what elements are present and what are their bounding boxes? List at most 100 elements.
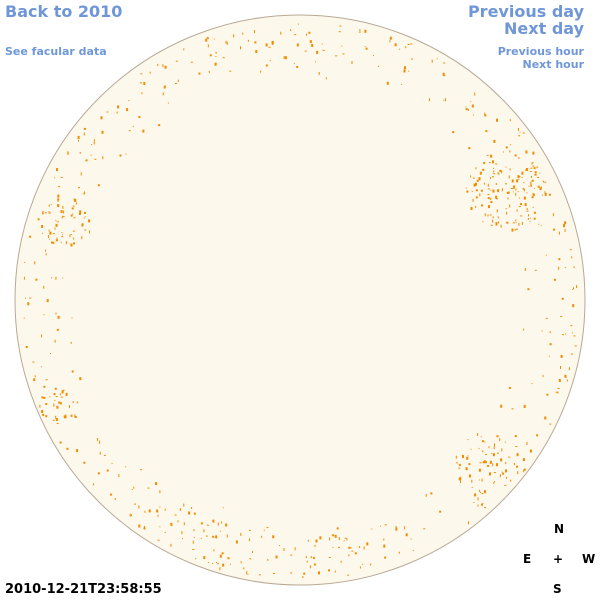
facula-spot xyxy=(99,440,101,444)
facula-spot xyxy=(332,547,334,549)
facula-spot xyxy=(487,214,489,217)
facula-spot xyxy=(325,77,327,80)
facula-spot xyxy=(81,224,83,227)
facula-spot xyxy=(203,556,206,560)
facula-spot xyxy=(482,168,485,171)
facula-spot xyxy=(509,119,511,122)
previous-hour-link[interactable]: Previous hour xyxy=(497,45,584,58)
facula-spot xyxy=(531,196,534,199)
facula-spot xyxy=(512,191,514,193)
facula-spot xyxy=(489,460,492,464)
previous-day-link[interactable]: Previous day xyxy=(467,2,584,21)
facula-spot xyxy=(484,112,486,116)
facula-spot xyxy=(182,538,183,540)
facula-spot xyxy=(471,479,473,483)
facula-spot xyxy=(473,183,476,187)
facula-spot xyxy=(62,216,65,218)
facula-spot xyxy=(549,193,551,196)
facula-spot xyxy=(84,216,86,218)
facula-spot xyxy=(70,214,73,217)
facula-spot xyxy=(519,197,521,199)
facula-spot xyxy=(73,237,75,240)
facula-spot xyxy=(503,151,504,153)
facula-spot xyxy=(54,227,56,230)
facula-spot xyxy=(225,523,228,527)
facula-spot xyxy=(338,537,340,541)
facula-spot xyxy=(492,189,495,193)
facula-spot xyxy=(54,387,57,390)
facula-spot xyxy=(534,187,536,189)
facula-spot xyxy=(296,43,299,47)
facula-spot xyxy=(564,374,567,378)
facula-spot xyxy=(531,162,534,164)
facula-spot xyxy=(61,236,64,238)
facula-spot xyxy=(536,166,539,168)
facula-spot xyxy=(539,172,541,174)
facula-spot xyxy=(311,43,314,47)
facula-spot xyxy=(56,422,59,424)
facula-spot xyxy=(328,569,330,572)
facula-spot xyxy=(33,378,36,382)
facula-spot xyxy=(508,386,511,389)
facula-spot xyxy=(495,222,498,226)
facula-spot xyxy=(505,476,507,479)
facula-spot xyxy=(275,555,278,559)
facula-spot xyxy=(158,124,161,127)
facula-spot xyxy=(515,192,517,196)
facula-spot xyxy=(570,325,573,327)
facula-spot xyxy=(523,404,526,408)
facula-spot xyxy=(488,446,490,449)
facula-spot xyxy=(47,235,49,238)
facula-spot xyxy=(525,150,528,154)
facula-spot xyxy=(283,548,285,551)
facula-spot xyxy=(479,489,481,492)
facula-spot xyxy=(520,215,523,217)
facula-spot xyxy=(84,191,85,195)
facula-spot xyxy=(468,147,471,150)
facula-spot xyxy=(470,207,473,210)
facula-spot xyxy=(328,557,331,558)
facula-spot xyxy=(206,37,209,40)
facula-spot xyxy=(528,214,529,217)
facula-spot xyxy=(478,447,480,449)
facula-spot xyxy=(91,144,93,145)
facula-spot xyxy=(254,30,255,34)
facula-spot xyxy=(534,173,537,176)
facula-spot xyxy=(217,522,219,526)
facula-spot xyxy=(487,197,490,200)
facula-spot xyxy=(338,31,341,33)
next-day-link[interactable]: Next day xyxy=(504,19,584,38)
facula-spot xyxy=(157,539,160,541)
facula-spot xyxy=(159,490,161,494)
facula-spot xyxy=(482,461,485,464)
facula-spot xyxy=(144,510,146,513)
facula-spot xyxy=(383,538,385,541)
facula-spot xyxy=(518,127,519,131)
facula-spot xyxy=(487,464,490,467)
facula-spot xyxy=(56,221,59,223)
facula-spot xyxy=(558,379,561,382)
facula-spot xyxy=(157,63,159,66)
facula-spot xyxy=(215,56,217,57)
facula-spot xyxy=(436,58,438,60)
see-facular-data-link[interactable]: See facular data xyxy=(5,45,107,58)
facula-spot xyxy=(495,195,498,199)
facula-spot xyxy=(266,527,269,529)
facula-spot xyxy=(170,522,173,526)
facula-spot xyxy=(467,108,469,111)
facula-spot xyxy=(572,304,575,308)
facula-spot xyxy=(533,211,536,214)
facula-spot xyxy=(89,230,90,234)
facula-spot xyxy=(574,345,577,347)
facula-spot xyxy=(209,54,212,57)
facula-spot xyxy=(170,543,172,547)
facula-spot xyxy=(57,194,60,198)
facula-spot xyxy=(507,197,509,200)
facula-spot xyxy=(208,71,210,73)
facula-spot xyxy=(272,573,275,574)
back-to-year-link[interactable]: Back to 2010 xyxy=(5,2,123,21)
facula-spot xyxy=(69,234,71,238)
next-hour-link[interactable]: Next hour xyxy=(522,58,585,71)
facula-spot xyxy=(481,503,483,506)
facula-spot xyxy=(548,355,550,357)
